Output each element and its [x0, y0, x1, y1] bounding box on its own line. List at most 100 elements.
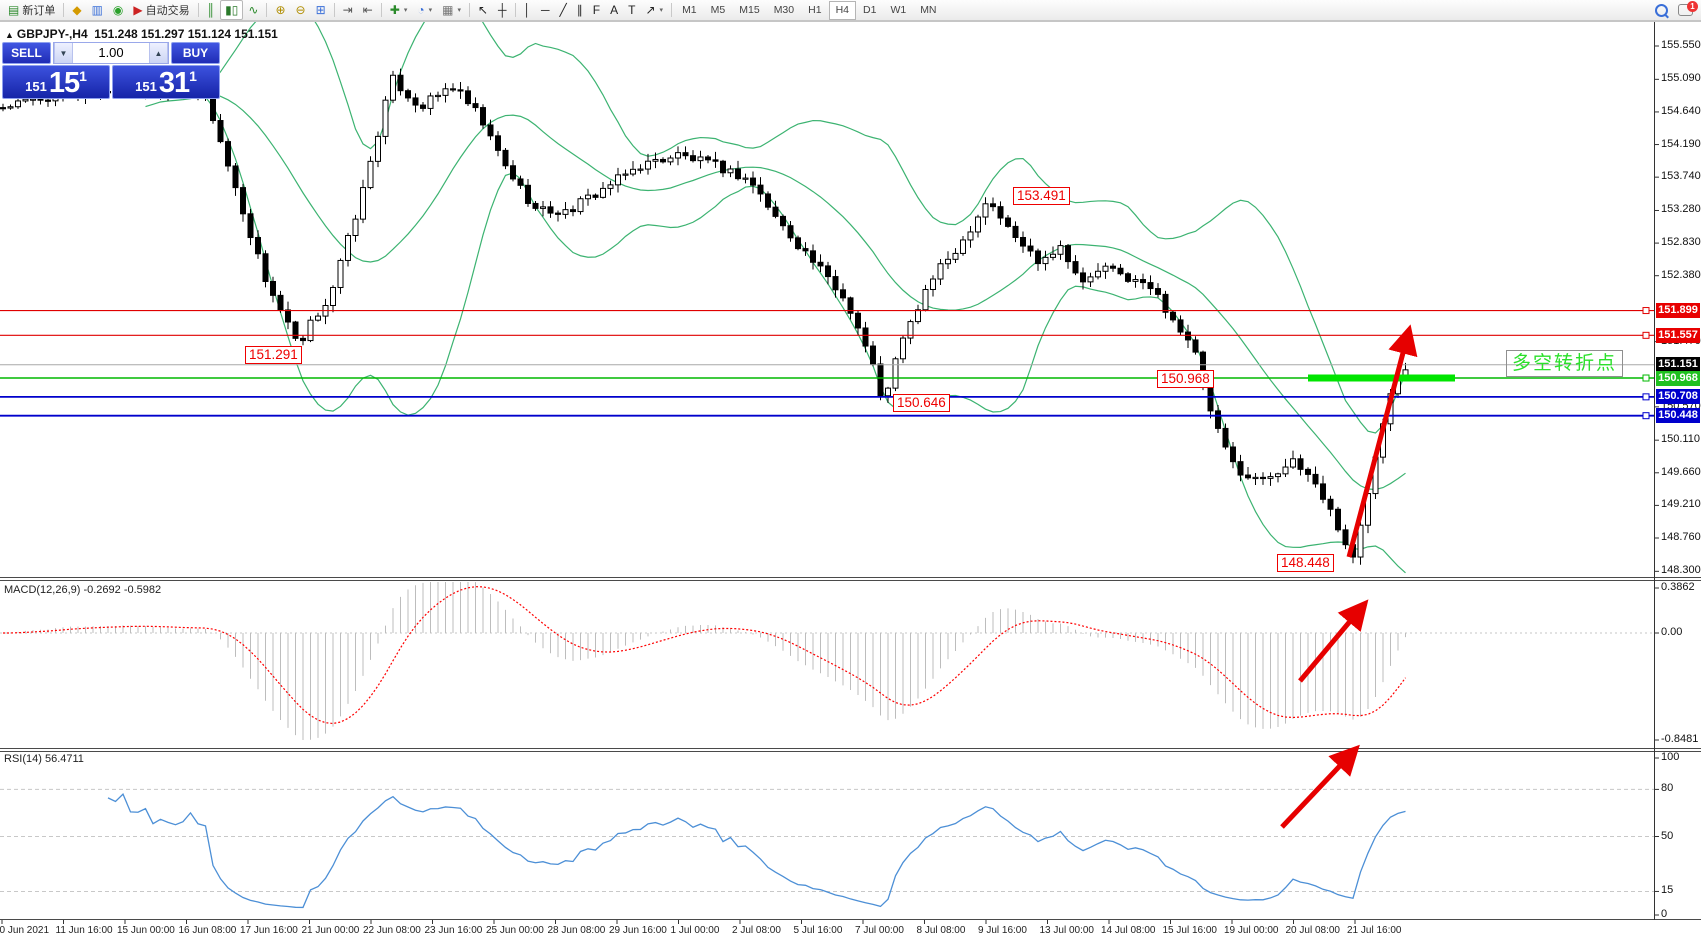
templates-button[interactable]: ▦ ▾: [437, 0, 466, 20]
timeframe-m15-button[interactable]: M15: [739, 3, 760, 16]
fibonacci-icon: F: [592, 3, 601, 17]
zoom-in-icon: ⊕: [275, 3, 286, 17]
volume-input[interactable]: 1.00: [98, 45, 124, 60]
market-watch-icon: ◆: [72, 3, 82, 17]
volume-decrease-button[interactable]: ▼: [54, 43, 73, 63]
toolbar: ▤ 新订单 ◆ ▥ ◉ ▶ 自动交易 ║ ▮▯ ∿ ⊕ ⊖ ⊞ ⇥ ⇤ ✚ ▾ ◔ ▾ ▦ ▾ ↖ ┼ │ ─ ╱ ∥ F A T ↗ ▾ M1…: [0, 0, 1701, 21]
line-chart-button[interactable]: ∿: [243, 0, 263, 20]
toolbar-separator: [671, 3, 673, 17]
rsi-layer: [0, 788, 1654, 909]
sell-price[interactable]: 151 15 1: [2, 65, 110, 99]
equidistant-channel-button[interactable]: ∥: [572, 0, 588, 20]
chevron-down-icon: ▾: [659, 7, 664, 14]
fibonacci-button[interactable]: F: [588, 0, 605, 20]
new-chart-button[interactable]: ✚ ▾: [385, 0, 413, 20]
horizontal-line-button[interactable]: ─: [536, 0, 555, 20]
chart-shift-icon: ⇤: [362, 3, 373, 17]
new-order-icon: ▤: [8, 3, 20, 17]
chevron-down-icon: ▾: [403, 7, 408, 14]
zoom-out-icon: ⊖: [295, 3, 306, 17]
crosshair-icon: ┼: [498, 3, 507, 17]
candles-layer: [0, 68, 1409, 565]
periods-button[interactable]: ◔ ▾: [412, 0, 437, 20]
buy-price-prefix: 151: [135, 79, 157, 94]
market-watch-button[interactable]: ◆: [67, 0, 86, 20]
sell-price-sup: 1: [79, 68, 87, 84]
one-click-trading-panel: SELL ▼ 1.00 ▲ BUY 151 15 1 151 31 1: [2, 42, 220, 99]
signals-icon: ◉: [112, 3, 124, 17]
sell-button[interactable]: SELL: [2, 42, 51, 64]
bar-chart-button[interactable]: ║: [202, 0, 221, 20]
chart-shift-button[interactable]: ⇤: [358, 0, 378, 20]
levels-layer: [0, 307, 1654, 420]
timeframe-w1-button[interactable]: W1: [890, 3, 907, 16]
cursor-icon: ↖: [477, 3, 489, 17]
bollinger-bands-layer: [145, 22, 1407, 574]
new-order-label: 新订单: [22, 5, 56, 17]
arrows-button[interactable]: ↗ ▾: [640, 0, 668, 20]
data-window-icon: ▥: [91, 3, 103, 17]
bar-chart-icon: ║: [206, 3, 216, 17]
data-window-button[interactable]: ▥: [87, 0, 108, 20]
buy-button[interactable]: BUY: [171, 42, 220, 64]
trendline-button[interactable]: ╱: [555, 0, 572, 20]
toolbar-separator: [380, 3, 382, 17]
crosshair-button[interactable]: ┼: [493, 0, 512, 20]
zoom-out-button[interactable]: ⊖: [291, 0, 311, 20]
candlestick-chart-icon: ▮▯: [225, 3, 239, 17]
volume-spinner: ▼ 1.00 ▲: [53, 42, 169, 64]
auto-scroll-icon: ⇥: [342, 3, 353, 17]
notifications-button[interactable]: 1: [1673, 0, 1698, 20]
horizontal-line-icon: ─: [541, 3, 550, 17]
timeframe-m1-button[interactable]: M1: [682, 3, 697, 16]
timeframe-mn-button[interactable]: MN: [920, 3, 937, 16]
buy-price-big: 31: [158, 67, 190, 99]
autotrading-icon: ▶: [133, 3, 143, 17]
new-chart-icon: ✚: [389, 3, 400, 17]
new-order-button[interactable]: ▤ 新订单: [3, 0, 60, 20]
toolbar-separator: [63, 3, 65, 17]
notifications-icon: 1: [1678, 1, 1698, 16]
chevron-down-icon: ▾: [428, 7, 433, 14]
tile-windows-button[interactable]: ⊞: [311, 0, 331, 20]
zoom-in-button[interactable]: ⊕: [270, 0, 290, 20]
search-icon: [1655, 3, 1668, 17]
search-button[interactable]: [1650, 0, 1673, 20]
timeframe-m5-button[interactable]: M5: [710, 3, 726, 16]
toolbar-separator: [514, 3, 516, 17]
line-chart-icon: ∿: [248, 3, 259, 17]
panel-frame-layer: [0, 21, 1701, 924]
toolbar-separator: [197, 3, 199, 17]
text-icon: A: [610, 3, 619, 17]
chevron-down-icon: ▾: [457, 7, 461, 14]
periods-icon: ◔: [417, 3, 425, 17]
cursor-button[interactable]: ↖: [473, 0, 493, 20]
signals-button[interactable]: ◉: [108, 0, 128, 20]
toolbar-separator: [266, 3, 268, 17]
templates-icon: ▦: [442, 3, 454, 17]
timeframe-m30-button[interactable]: M30: [773, 3, 795, 16]
vertical-line-button[interactable]: │: [519, 0, 537, 20]
text-button[interactable]: A: [605, 0, 623, 20]
candlestick-chart-button[interactable]: ▮▯: [220, 0, 244, 20]
buy-price[interactable]: 151 31 1: [112, 65, 220, 99]
volume-increase-button[interactable]: ▲: [149, 43, 168, 63]
arrows-icon: ↗: [645, 3, 656, 17]
timeframe-h1-button[interactable]: H1: [808, 3, 822, 16]
arrows-layer: [1280, 324, 1418, 829]
text-label-icon: T: [628, 3, 636, 17]
tile-windows-icon: ⊞: [315, 3, 326, 17]
toolbar-separator: [468, 3, 470, 17]
auto-scroll-button[interactable]: ⇥: [338, 0, 358, 20]
autotrading-label: 自动交易: [145, 5, 190, 17]
timeframe-h4-button[interactable]: H4: [828, 0, 856, 20]
notification-count-badge: 1: [1687, 1, 1698, 12]
sell-price-prefix: 151: [25, 79, 47, 94]
trendline-icon: ╱: [559, 3, 567, 17]
vertical-line-icon: │: [523, 3, 532, 17]
text-label-button[interactable]: T: [623, 0, 640, 20]
sell-price-big: 15: [48, 67, 80, 99]
autotrading-button[interactable]: ▶ 自动交易: [128, 0, 194, 20]
timeframe-d1-button[interactable]: D1: [863, 3, 877, 16]
